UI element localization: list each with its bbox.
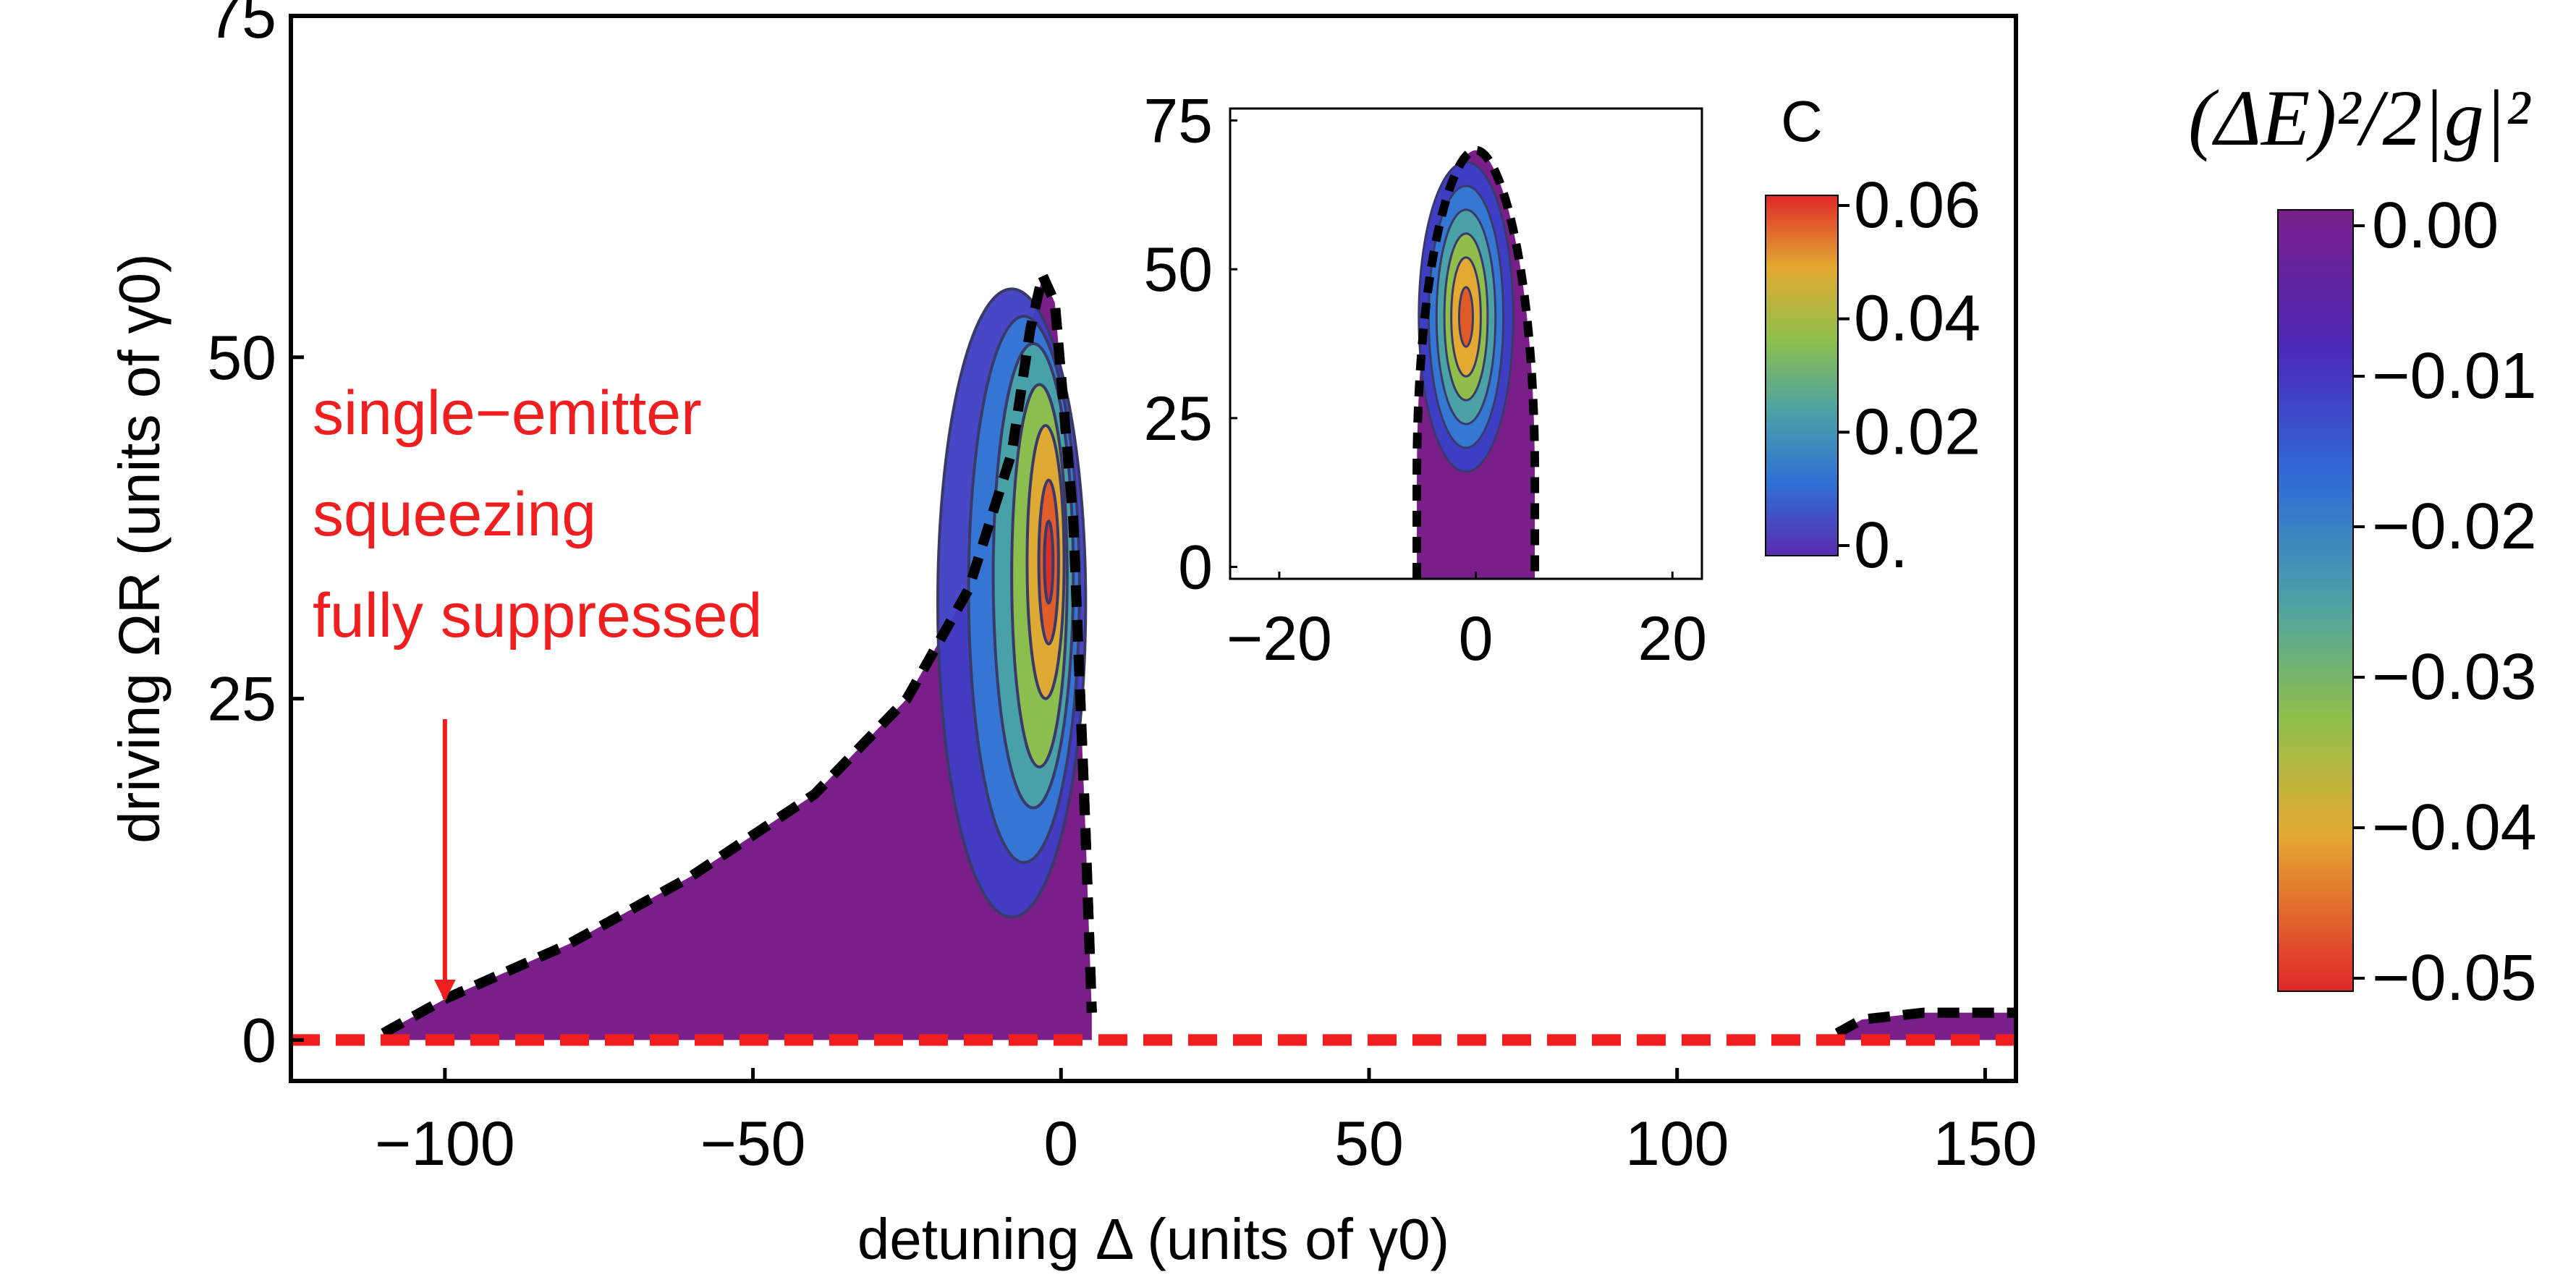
annotation-text: single−emitter squeezing fully suppressed xyxy=(313,378,762,650)
main-x-tick-label: 50 xyxy=(1334,1109,1404,1179)
main-colorbar: (ΔE)²/2|g|² 0.00 −0.01 −0.02 −0.03 −0.04 −0.0… xyxy=(2188,74,2537,1014)
main-cbar-ticks-label: −0.01 xyxy=(2372,340,2537,412)
main-y-tick-label: 75 xyxy=(207,0,276,51)
annotation-line-2: fully suppressed xyxy=(313,581,762,650)
inset-colorbar-gradient xyxy=(1765,195,1839,556)
main-cbar-ticks-label: −0.02 xyxy=(2372,491,2537,563)
inset-contour-5 xyxy=(1457,286,1475,348)
main-cbar-ticks-label: −0.04 xyxy=(2372,792,2537,864)
inset-y-tick-label: 25 xyxy=(1143,384,1213,454)
main-plot-frame xyxy=(289,14,2018,1083)
inset-x-tick-label: −20 xyxy=(1226,604,1332,674)
annotation-line-1: squeezing xyxy=(313,480,596,549)
main-x-tick-label: 0 xyxy=(1043,1109,1078,1179)
inset-colorbar: C 0.06 0.04 0.02 0. xyxy=(1765,89,1980,582)
inset-y-tick-label: 0 xyxy=(1178,533,1213,603)
main-y-tick-label: 0 xyxy=(242,1006,276,1075)
main-cbar-ticks-label: −0.05 xyxy=(2372,942,2537,1014)
inset-colorbar-label: C xyxy=(1781,89,1823,153)
inset-y-tick-label: 75 xyxy=(1143,86,1213,156)
region-0-boundary-top xyxy=(381,259,1097,1038)
main-x-tick-label: 100 xyxy=(1625,1109,1729,1179)
main-x-tick-label: 150 xyxy=(1933,1109,2038,1179)
main-y-axis-label: driving ΩR (units of γ0) xyxy=(107,253,171,844)
contour-band-6 xyxy=(1043,519,1055,605)
inset-y-tick-label: 50 xyxy=(1143,235,1213,305)
inset-x-tick-label: 0 xyxy=(1459,604,1494,674)
main-x-axis-label: detuning Δ (units of γ0) xyxy=(857,1207,1449,1271)
region-0 xyxy=(383,275,1092,1040)
main-y-tick-label: 25 xyxy=(207,665,276,734)
inset-cbar-ticks-label: 0.02 xyxy=(1854,396,1980,468)
inset-plot-frame xyxy=(1229,107,1703,580)
inset-x-tick-label: 20 xyxy=(1637,604,1707,674)
annotation-line-0: single−emitter xyxy=(313,378,702,448)
main-cbar-ticks-label: 0.00 xyxy=(2372,190,2499,262)
inset-cbar-ticks-label: 0. xyxy=(1854,509,1908,582)
main-x-tick-label: −50 xyxy=(700,1109,806,1179)
main-colorbar-gradient xyxy=(2277,209,2354,992)
region-1-boundary xyxy=(1834,1007,2016,1038)
main-colorbar-label: (ΔE)²/2|g|² xyxy=(2188,74,2531,162)
main-y-tick-label: 50 xyxy=(207,323,276,393)
inset-cbar-ticks-label: 0.04 xyxy=(1854,283,1980,355)
inset-cbar-ticks-label: 0.06 xyxy=(1854,169,1980,242)
main-x-tick-label: −100 xyxy=(375,1109,515,1179)
main-cbar-ticks-label: −0.03 xyxy=(2372,641,2537,713)
